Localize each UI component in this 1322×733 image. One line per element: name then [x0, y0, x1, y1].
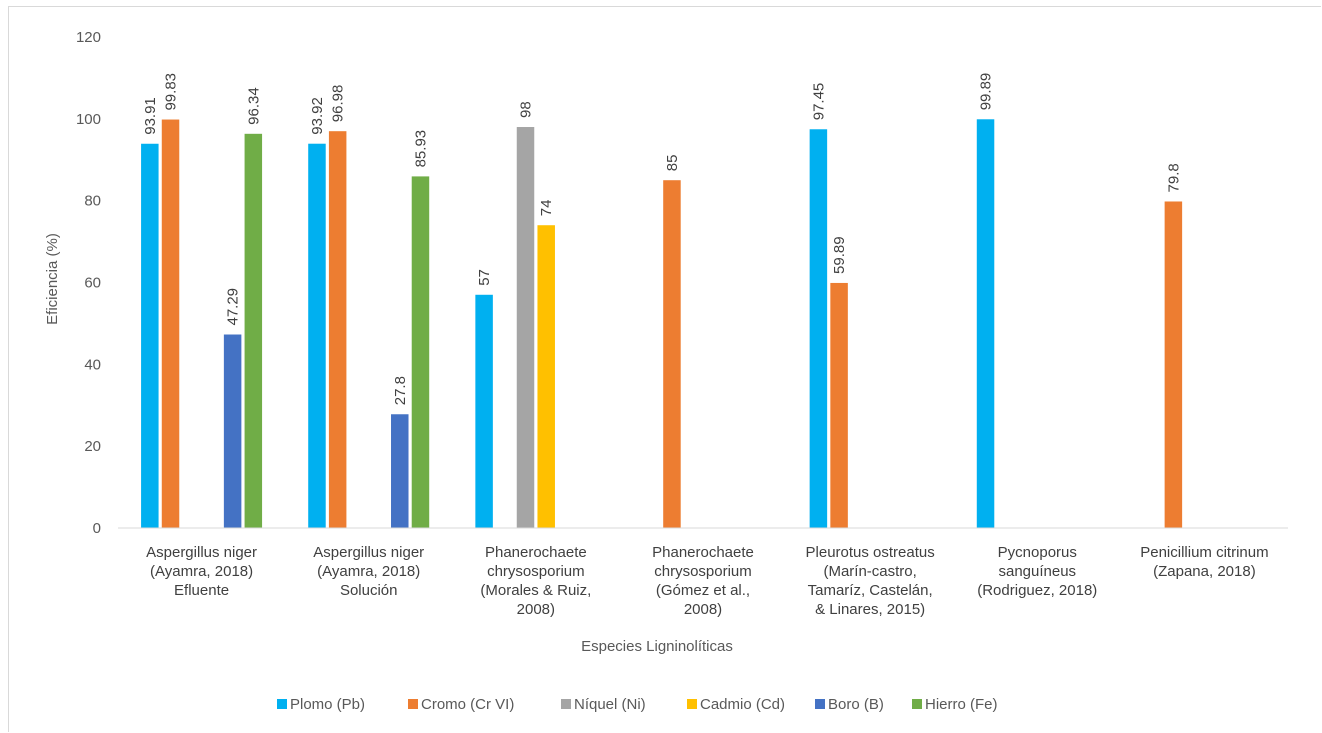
- y-tick-label: 80: [84, 193, 101, 210]
- data-label: 97.45: [810, 83, 827, 121]
- x-category-label: Aspergillus niger (Ayamra, 2018) Efluente: [146, 544, 257, 599]
- data-label: 85.93: [412, 130, 429, 168]
- legend-swatch: [687, 699, 697, 709]
- legend-swatch: [561, 699, 571, 709]
- x-category-line: Phanerochaete: [652, 544, 754, 561]
- x-category-line: chrysosporium: [654, 563, 752, 580]
- x-category-line: (Morales & Ruiz,: [480, 582, 591, 599]
- bar: [663, 180, 681, 529]
- bar: [391, 414, 409, 528]
- bar: [161, 119, 180, 528]
- x-category-line: (Ayamra, 2018): [317, 563, 420, 580]
- data-label: 96.34: [245, 87, 262, 125]
- data-label: 85: [664, 155, 681, 172]
- data-labels: 93.91 93.92 57 97.45 99.89 99.83 96.98 85 59.89 7…: [142, 73, 1183, 406]
- x-category-line: 2008): [517, 601, 555, 618]
- x-axis-title: Especies Ligninolíticas: [581, 638, 733, 655]
- x-category-line: Aspergillus niger: [146, 544, 257, 561]
- bar: [308, 143, 326, 528]
- x-category-line: (Zapana, 2018): [1153, 563, 1256, 580]
- data-label: 93.91: [142, 97, 159, 135]
- legend-swatch: [277, 699, 287, 709]
- bar: [830, 282, 848, 528]
- x-category-label: Pleurotus ostreatus (Marín-castro, Tamaríz…: [806, 544, 935, 618]
- data-label: 27.8: [392, 376, 409, 405]
- y-tick-label: 100: [76, 111, 101, 128]
- bar: [141, 143, 159, 528]
- bar: [809, 129, 828, 528]
- x-category-line: 2008): [684, 601, 722, 618]
- y-tick-label: 120: [76, 29, 101, 46]
- x-category-line: chrysosporium: [487, 563, 585, 580]
- bar: [1164, 201, 1183, 529]
- x-category-line: Solución: [340, 582, 398, 599]
- bar: [411, 176, 430, 528]
- x-category-line: (Rodriguez, 2018): [977, 582, 1097, 599]
- x-category-label: Penicillium citrinum (Zapana, 2018): [1140, 544, 1268, 580]
- x-category-line: Pleurotus ostreatus: [806, 544, 935, 561]
- x-category-line: (Marín-castro,: [823, 563, 916, 580]
- x-axis-categories: Aspergillus niger (Ayamra, 2018) EfluenteA…: [146, 544, 1268, 618]
- x-category-line: (Ayamra, 2018): [150, 563, 253, 580]
- y-tick-label: 0: [93, 520, 101, 537]
- legend-label: Níquel (Ni): [574, 696, 646, 713]
- bar: [244, 133, 263, 528]
- y-axis-ticks: 0 20 40 60 80 100 120: [76, 29, 101, 537]
- y-axis-title: Eficiencia (%): [44, 233, 61, 325]
- x-category-line: Penicillium citrinum: [1140, 544, 1268, 561]
- data-label: 98: [518, 101, 535, 118]
- legend-label: Hierro (Fe): [925, 696, 998, 713]
- data-label: 59.89: [831, 236, 848, 274]
- bar: [475, 294, 493, 528]
- x-category-label: Phanerochaete chrysosporium (Morales & Rui…: [480, 544, 591, 618]
- bar: [537, 225, 555, 528]
- y-tick-label: 20: [84, 438, 101, 455]
- bar: [328, 131, 347, 528]
- legend-label: Boro (B): [828, 696, 884, 713]
- legend: Plomo (Pb) Cromo (Cr VI) Níquel (Ni) Cadmio…: [277, 696, 998, 713]
- x-category-line: & Linares, 2015): [815, 601, 925, 618]
- bar: [223, 334, 242, 528]
- chart-frame: [8, 6, 1321, 732]
- x-category-label: Pycnoporus sanguíneus (Rodriguez, 2018): [977, 544, 1097, 599]
- data-label: 96.98: [330, 85, 347, 123]
- bar: [516, 127, 535, 529]
- y-tick-label: 40: [84, 356, 101, 373]
- legend-swatch: [912, 699, 922, 709]
- data-label: 74: [538, 200, 555, 217]
- bar: [976, 119, 995, 528]
- legend-label: Plomo (Pb): [290, 696, 365, 713]
- x-category-line: Efluente: [174, 582, 229, 599]
- data-label: 57: [476, 269, 493, 286]
- data-label: 79.8: [1165, 163, 1182, 192]
- legend-label: Cromo (Cr VI): [421, 696, 514, 713]
- x-category-line: Phanerochaete: [485, 544, 587, 561]
- x-category-label: Aspergillus niger (Ayamra, 2018) Solución: [313, 544, 424, 599]
- legend-swatch: [815, 699, 825, 709]
- x-category-line: Aspergillus niger: [313, 544, 424, 561]
- data-label: 99.89: [978, 73, 995, 111]
- x-category-label: Phanerochaete chrysosporium (Gómez et al.,…: [652, 544, 754, 618]
- x-category-line: Pycnoporus: [998, 544, 1077, 561]
- data-label: 47.29: [225, 288, 242, 326]
- bars: [141, 119, 1183, 529]
- legend-swatch: [408, 699, 418, 709]
- data-label: 93.92: [309, 97, 326, 135]
- y-tick-label: 60: [84, 275, 101, 292]
- x-category-line: sanguíneus: [998, 563, 1076, 580]
- x-category-line: (Gómez et al.,: [656, 582, 750, 599]
- legend-label: Cadmio (Cd): [700, 696, 785, 713]
- data-label: 99.83: [163, 73, 180, 111]
- x-category-line: Tamaríz, Castelán,: [808, 582, 933, 599]
